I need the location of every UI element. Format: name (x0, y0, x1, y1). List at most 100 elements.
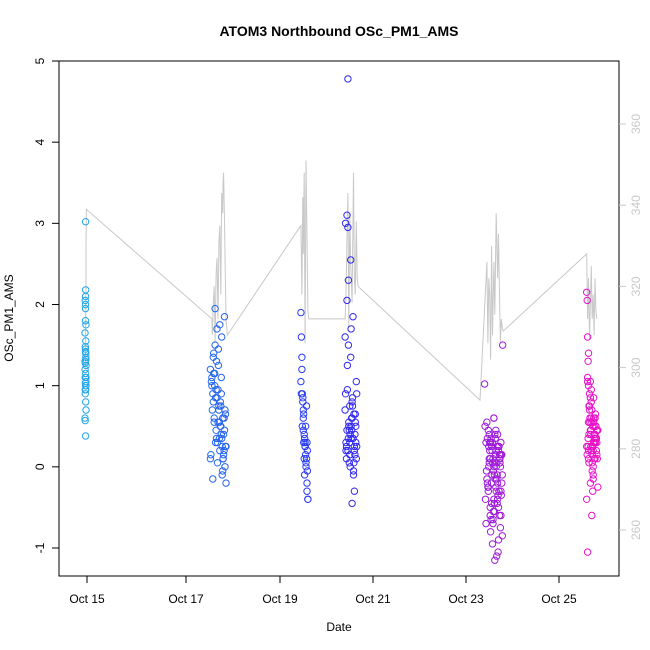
data-point (488, 438, 497, 447)
data-point (219, 451, 228, 459)
data-point (490, 507, 499, 516)
data-point (486, 438, 495, 447)
data-point (215, 418, 224, 426)
data-point (297, 390, 306, 398)
data-point (217, 430, 226, 439)
data-point (300, 430, 308, 439)
data-point (217, 402, 225, 410)
data-point (301, 422, 310, 430)
y-axis-label: OSc_PM1_AMS (2, 274, 16, 361)
y-tick-label: 1 (33, 382, 47, 389)
data-point (211, 304, 219, 313)
data-point (81, 317, 90, 325)
data-point (218, 442, 226, 451)
data-point (300, 410, 308, 418)
data-point (494, 503, 503, 512)
data-point (583, 377, 592, 386)
data-point (588, 451, 596, 459)
data-point (483, 475, 491, 483)
data-point (588, 511, 596, 520)
data-point (583, 495, 591, 503)
data-point (347, 422, 355, 430)
data-point (81, 296, 90, 305)
data-point (82, 369, 90, 378)
data-point (211, 438, 220, 447)
data-point (483, 418, 491, 426)
data-point (299, 426, 307, 434)
data-point (343, 211, 351, 219)
data-point (590, 422, 598, 430)
data-point (345, 422, 353, 430)
data-point (344, 223, 352, 232)
data-point (81, 329, 89, 337)
data-point (485, 463, 493, 471)
data-point (346, 402, 354, 410)
data-point (300, 434, 309, 443)
data-point (218, 434, 226, 443)
data-point (216, 398, 225, 406)
data-point (210, 349, 218, 357)
data-point (81, 414, 89, 422)
data-point (299, 414, 307, 422)
data-point (303, 446, 312, 455)
data-point (303, 487, 311, 495)
data-point (82, 386, 90, 394)
data-point (215, 434, 224, 443)
data-point (343, 361, 352, 370)
chart-title: ATOM3 Northbound OSc_PM1_AMS (219, 23, 458, 39)
data-point (217, 373, 226, 382)
data-point (82, 398, 90, 406)
x-tick-label: Oct 19 (262, 592, 298, 606)
data-point (584, 357, 592, 365)
data-point (82, 337, 90, 345)
data-point (592, 446, 601, 455)
data-point (584, 418, 593, 426)
data-point (583, 296, 591, 305)
data-point (587, 398, 595, 406)
data-point (209, 353, 218, 361)
data-point (497, 438, 505, 447)
data-point (222, 479, 230, 487)
data-point (213, 459, 222, 467)
data-point (215, 402, 223, 410)
data-point (82, 356, 90, 364)
data-point (589, 487, 597, 495)
data-point (352, 377, 360, 386)
y2-tick-label: 260 (629, 520, 643, 540)
data-point (297, 333, 306, 341)
data-point (303, 438, 311, 447)
data-point (492, 487, 500, 495)
data-point (303, 479, 311, 487)
data-point (490, 495, 498, 503)
data-point (494, 446, 503, 455)
data-point (493, 430, 502, 439)
data-point (343, 386, 352, 394)
data-point (343, 296, 351, 305)
y-tick-label: 3 (33, 220, 47, 227)
data-point (299, 398, 307, 406)
data-point (588, 467, 596, 475)
data-point (491, 430, 499, 439)
data-point (493, 459, 501, 467)
data-point (586, 377, 595, 386)
data-point (486, 528, 495, 536)
data-point (210, 414, 218, 422)
data-point (82, 286, 90, 294)
data-point (487, 442, 496, 451)
data-point (221, 442, 230, 451)
data-point (591, 410, 600, 418)
data-point (302, 463, 310, 471)
data-point (350, 487, 359, 495)
data-point (587, 446, 595, 455)
data-point (209, 475, 217, 483)
data-point (353, 390, 361, 398)
data-point (216, 446, 224, 455)
data-point (491, 556, 499, 564)
data-point (348, 499, 356, 508)
data-point (481, 422, 489, 430)
data-point (589, 475, 597, 483)
data-point (493, 471, 501, 479)
x-tick-label: Oct 25 (541, 592, 577, 606)
data-point (482, 519, 490, 528)
data-point (81, 390, 90, 398)
